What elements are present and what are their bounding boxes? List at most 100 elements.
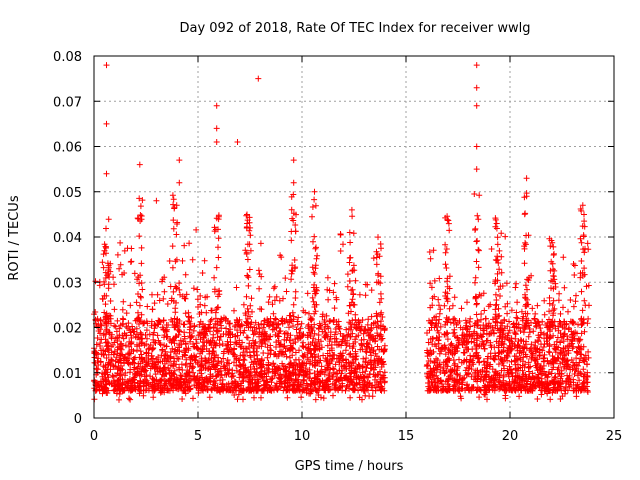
data-point [103, 378, 110, 385]
data-point [319, 311, 326, 318]
data-point [274, 333, 281, 339]
data-point [474, 237, 481, 244]
data-point [103, 245, 109, 251]
data-point [161, 382, 167, 389]
data-point [513, 309, 520, 316]
data-point [442, 369, 449, 376]
data-point [492, 352, 499, 359]
data-point [191, 352, 197, 359]
data-point [194, 296, 201, 303]
data-point [162, 364, 168, 371]
data-point [340, 241, 346, 248]
data-point [171, 355, 177, 362]
data-point [186, 240, 193, 247]
data-point [326, 347, 333, 354]
data-point [380, 374, 387, 381]
data-point [103, 292, 110, 299]
data-point [298, 320, 305, 327]
data-point [427, 304, 434, 311]
data-point [142, 332, 149, 338]
data-point [499, 359, 506, 366]
data-point [376, 346, 383, 353]
data-point [330, 373, 336, 380]
data-point [137, 293, 144, 300]
data-point [493, 338, 500, 345]
data-point [436, 302, 442, 309]
data-point [437, 323, 444, 330]
data-point [444, 283, 451, 290]
data-point [374, 312, 381, 319]
data-point [224, 345, 231, 352]
data-point [470, 353, 477, 360]
data-point [554, 386, 561, 393]
data-point [515, 325, 522, 332]
data-point [231, 359, 237, 366]
data-point [119, 332, 126, 339]
data-point [497, 319, 504, 326]
data-point [483, 368, 490, 375]
data-point [237, 329, 244, 336]
data-point [358, 341, 365, 348]
data-point [424, 330, 430, 336]
data-point [517, 347, 524, 354]
data-point [459, 385, 466, 392]
data-point [513, 314, 520, 321]
data-point [160, 295, 167, 302]
data-point [378, 387, 385, 394]
data-point [506, 327, 513, 334]
data-point [119, 376, 126, 383]
data-point [442, 241, 449, 248]
data-point [110, 362, 117, 369]
data-point [550, 297, 557, 304]
data-point [444, 319, 451, 326]
data-point [350, 262, 357, 269]
data-point [182, 362, 189, 369]
data-point [512, 378, 519, 385]
data-point [162, 370, 169, 377]
data-point [547, 267, 554, 274]
data-point [494, 270, 501, 277]
data-point [344, 271, 351, 278]
data-point [474, 212, 481, 219]
data-point [312, 386, 319, 393]
data-point [292, 295, 299, 301]
data-point [577, 336, 584, 343]
data-point [500, 330, 507, 337]
data-point [355, 319, 362, 326]
data-point [501, 316, 508, 323]
data-point [179, 396, 186, 402]
data-point [536, 352, 543, 359]
data-point [236, 369, 243, 375]
data-point [127, 369, 133, 376]
data-point [436, 361, 443, 368]
data-point [491, 387, 498, 394]
data-point [364, 281, 371, 288]
data-point [166, 258, 173, 264]
data-point [163, 328, 170, 335]
data-point [560, 304, 566, 311]
y-tick-label: 0.02 [53, 322, 82, 337]
data-points [91, 62, 592, 403]
data-point [241, 372, 247, 378]
data-point [260, 361, 267, 368]
data-point [204, 386, 211, 393]
data-point [215, 358, 222, 365]
data-point [539, 318, 546, 325]
data-point [175, 331, 182, 338]
data-point [523, 303, 530, 309]
data-point [127, 302, 134, 309]
data-point [282, 365, 289, 372]
data-point [174, 347, 181, 354]
data-point [278, 254, 285, 261]
data-point [565, 326, 572, 333]
data-point [111, 281, 117, 288]
data-point [472, 293, 479, 300]
data-point [273, 293, 280, 300]
data-point [114, 251, 121, 258]
data-point [578, 239, 585, 246]
data-point [367, 357, 374, 364]
data-point [573, 361, 580, 368]
y-tick-label: 0.06 [53, 141, 82, 156]
data-point [546, 322, 553, 329]
data-point [195, 345, 202, 352]
